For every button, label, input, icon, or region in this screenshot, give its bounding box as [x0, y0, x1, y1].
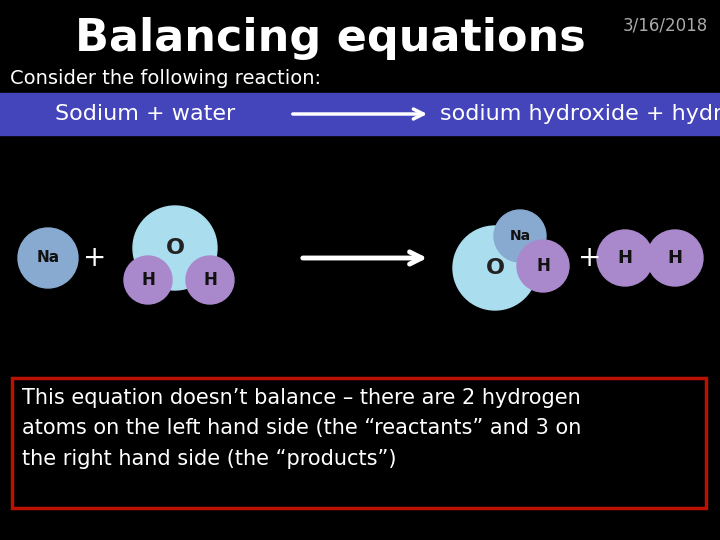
- Circle shape: [124, 256, 172, 304]
- Text: Na: Na: [510, 229, 531, 243]
- Circle shape: [647, 230, 703, 286]
- Circle shape: [517, 240, 569, 292]
- Text: Consider the following reaction:: Consider the following reaction:: [10, 69, 321, 87]
- Text: Balancing equations: Balancing equations: [75, 17, 585, 59]
- Text: Sodium + water: Sodium + water: [55, 104, 235, 124]
- Text: 3/16/2018: 3/16/2018: [623, 16, 708, 34]
- Bar: [12, 378, 706, 508]
- Text: H: H: [618, 249, 632, 267]
- Text: Na: Na: [37, 251, 60, 266]
- Circle shape: [18, 228, 78, 288]
- Text: +: +: [84, 244, 107, 272]
- Text: This equation doesn’t balance – there are 2 hydrogen
atoms on the left hand side: This equation doesn’t balance – there ar…: [22, 388, 581, 469]
- Text: +: +: [578, 244, 602, 272]
- Text: sodium hydroxide + hydrogen: sodium hydroxide + hydrogen: [440, 104, 720, 124]
- Text: O: O: [166, 238, 184, 258]
- Text: H: H: [536, 257, 550, 275]
- Circle shape: [597, 230, 653, 286]
- Text: H: H: [667, 249, 683, 267]
- Circle shape: [133, 206, 217, 290]
- Text: O: O: [485, 258, 505, 278]
- Circle shape: [186, 256, 234, 304]
- Bar: [0, 93, 720, 135]
- Text: H: H: [141, 271, 155, 289]
- Circle shape: [453, 226, 537, 310]
- Circle shape: [494, 210, 546, 262]
- Text: H: H: [203, 271, 217, 289]
